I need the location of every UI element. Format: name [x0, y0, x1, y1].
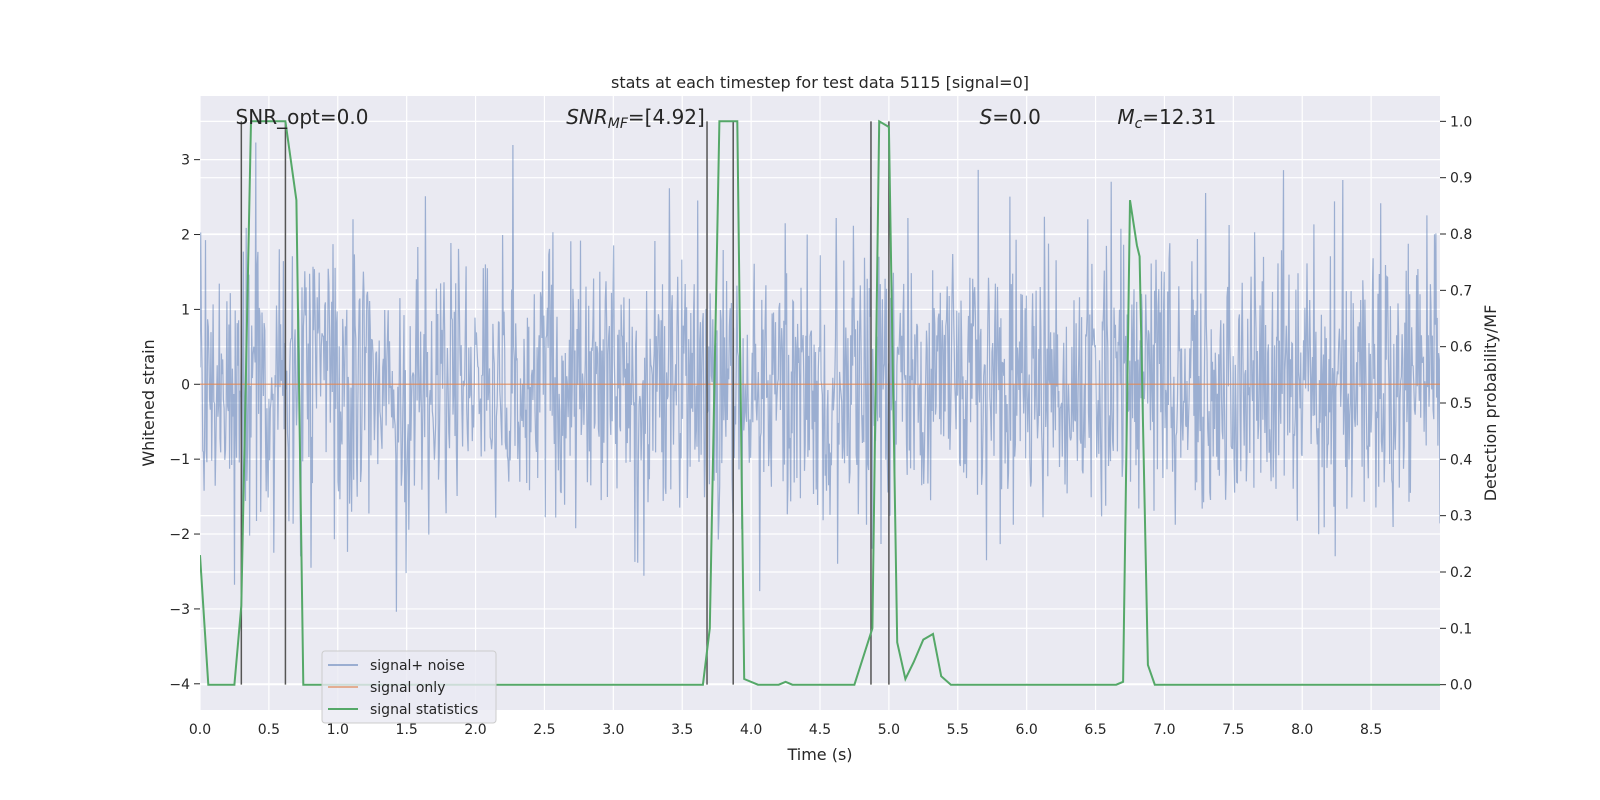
y-left-tick-label: −3 [169, 602, 190, 618]
x-tick-label: 7.0 [1153, 722, 1175, 738]
y-axis-right-label: Detection probability/MF [1481, 305, 1500, 502]
x-tick-label: 6.5 [1084, 722, 1106, 738]
x-tick-label: 5.5 [947, 722, 969, 738]
y-right-tick-label: 0.3 [1450, 509, 1472, 525]
y-left-tick-label: −1 [169, 452, 190, 468]
x-axis: 0.0 0.5 1.0 1.5 2.0 2.5 3.0 3.5 4.0 4.5 5.0 5.5 6.0 6… [189, 722, 1382, 738]
annotation-snr-mf-value: =[4.92] [628, 105, 705, 129]
annotation-mc: Mc=12.31 [1117, 105, 1216, 132]
y-right-tick-label: 0.4 [1450, 452, 1472, 468]
x-tick-label: 4.0 [740, 722, 762, 738]
y-axis-right: 0.0 0.1 0.2 0.3 0.4 0.5 0.6 0.7 0.8 0.9 1.0 [1440, 114, 1472, 694]
legend-label-signal-only: signal only [370, 680, 445, 696]
x-axis-label: Time (s) [786, 745, 852, 764]
y-right-tick-label: 0.7 [1450, 283, 1472, 299]
x-tick-label: 3.5 [671, 722, 693, 738]
y-left-tick-label: −2 [169, 527, 190, 543]
x-tick-label: 1.5 [396, 722, 418, 738]
annotation-s: S=0.0 [980, 105, 1041, 129]
annotation-mc-subscript: c [1135, 116, 1143, 132]
x-tick-label: 2.0 [464, 722, 486, 738]
y-right-tick-label: 0.9 [1450, 171, 1472, 187]
annotation-snr-mf-subscript: MF [608, 116, 629, 132]
y-left-tick-label: 2 [181, 228, 190, 244]
annotation-snr-opt: SNR_opt=0.0 [236, 105, 369, 129]
x-tick-label: 1.0 [327, 722, 349, 738]
y-left-tick-label: 1 [181, 302, 190, 318]
x-tick-label: 6.0 [1016, 722, 1038, 738]
x-tick-label: 3.0 [602, 722, 624, 738]
legend: signal+ noise signal only signal statist… [321, 650, 497, 724]
x-tick-label: 8.0 [1291, 722, 1313, 738]
y-left-tick-label: 0 [181, 377, 190, 393]
series-signal-statistics [200, 119, 1440, 686]
annotation-s-symbol: S [980, 105, 993, 129]
plot-layer [200, 119, 1440, 686]
y-left-tick-label: 3 [181, 153, 190, 169]
chart-title: stats at each timestep for test data 511… [611, 73, 1029, 92]
x-tick-label: 4.5 [809, 722, 831, 738]
y-right-tick-label: 0.0 [1450, 678, 1472, 694]
x-tick-label: 5.0 [878, 722, 900, 738]
legend-label-signal-statistics: signal statistics [370, 702, 478, 718]
y-right-tick-label: 0.6 [1450, 340, 1472, 356]
annotation-mc-value: =12.31 [1142, 105, 1216, 129]
x-tick-label: 2.5 [533, 722, 555, 738]
y-axis-left-label: Whitened strain [139, 339, 158, 466]
annotation-s-value: =0.0 [992, 105, 1041, 129]
y-left-tick-label: −4 [169, 677, 190, 693]
y-right-tick-label: 1.0 [1450, 114, 1472, 130]
x-tick-label: 7.5 [1222, 722, 1244, 738]
y-right-tick-label: 0.2 [1450, 565, 1472, 581]
annotation-snr-mf: SNRMF=[4.92] [566, 105, 705, 132]
x-tick-label: 0.5 [258, 722, 280, 738]
x-tick-label: 8.5 [1360, 722, 1382, 738]
legend-box [321, 650, 497, 724]
y-right-tick-label: 0.8 [1450, 227, 1472, 243]
annotation-mc-symbol: M [1117, 105, 1134, 129]
annotation-snr-mf-symbol: SNR [566, 105, 608, 129]
x-tick-label: 0.0 [189, 722, 211, 738]
y-right-tick-label: 0.5 [1450, 396, 1472, 412]
y-right-tick-label: 0.1 [1450, 621, 1472, 637]
legend-label-signal-noise: signal+ noise [370, 658, 465, 674]
series-signal-noise [200, 142, 1440, 612]
y-axis-left: −4 −3 −2 −1 0 1 2 3 [169, 153, 200, 693]
